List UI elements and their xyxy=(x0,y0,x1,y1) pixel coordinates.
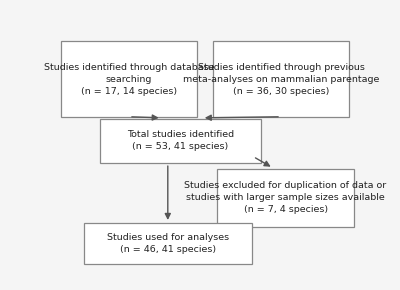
Text: Studies excluded for duplication of data or
studies with larger sample sizes ava: Studies excluded for duplication of data… xyxy=(184,181,387,215)
FancyBboxPatch shape xyxy=(61,41,197,117)
Text: Studies used for analyses
(n = 46, 41 species): Studies used for analyses (n = 46, 41 sp… xyxy=(107,233,229,254)
FancyBboxPatch shape xyxy=(218,169,354,227)
Text: Total studies identified
(n = 53, 41 species): Total studies identified (n = 53, 41 spe… xyxy=(127,130,234,151)
FancyBboxPatch shape xyxy=(84,224,252,264)
Text: Studies identified through database
searching
(n = 17, 14 species): Studies identified through database sear… xyxy=(44,63,214,96)
FancyBboxPatch shape xyxy=(100,119,261,163)
Text: Studies identified through previous
meta-analyses on mammalian parentage
(n = 36: Studies identified through previous meta… xyxy=(183,63,379,96)
FancyBboxPatch shape xyxy=(213,41,349,117)
